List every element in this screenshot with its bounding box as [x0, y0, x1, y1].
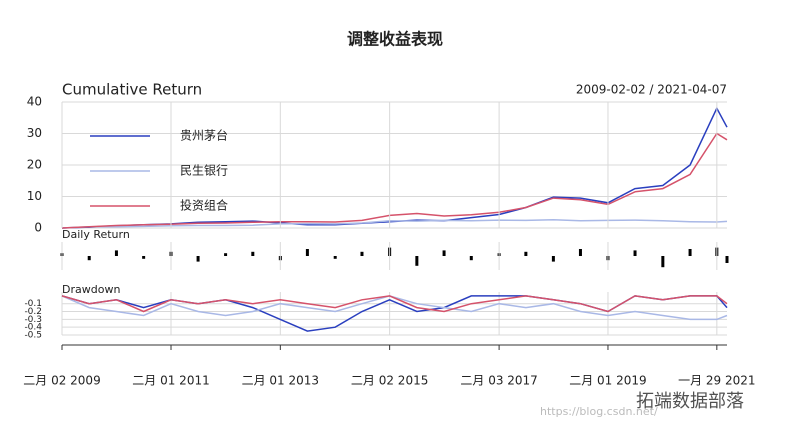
bar — [578, 249, 582, 256]
bar — [633, 250, 637, 256]
x-tick-label: 二月 01 2013 — [242, 374, 319, 388]
legend-label: 投资组合 — [180, 198, 228, 213]
y-tick-label: -0.2 — [24, 307, 42, 317]
bar — [333, 256, 337, 259]
y-tick-label: 0 — [34, 221, 42, 235]
y-tick-label: 40 — [27, 95, 42, 109]
x-tick-label: 二月 02 2009 — [23, 374, 100, 388]
bar — [251, 251, 255, 256]
bar — [114, 250, 118, 256]
y-tick-label: 10 — [27, 189, 42, 203]
panel-title: Cumulative Return — [62, 81, 202, 99]
y-tick-label: 30 — [27, 126, 42, 140]
series-line — [61, 132, 728, 229]
y-tick-label: -0.5 — [24, 331, 42, 341]
y-tick-label: 20 — [27, 158, 42, 172]
bar — [469, 256, 473, 261]
watermark: 拓端数据部落 — [636, 391, 744, 412]
series-line — [61, 295, 728, 321]
x-tick-label: 二月 03 2017 — [460, 374, 537, 388]
bar — [551, 256, 555, 262]
panel-title: Daily Return — [62, 228, 130, 241]
bar — [142, 256, 146, 259]
bar — [688, 249, 692, 256]
bar — [524, 251, 528, 256]
series-line — [61, 106, 728, 229]
x-tick-label: 二月 01 2011 — [132, 374, 209, 388]
bar — [224, 253, 228, 256]
panel-subtitle: 2009-02-02 / 2021-04-07 — [576, 83, 727, 97]
bar — [87, 256, 91, 261]
legend-label: 民生银行 — [180, 164, 228, 178]
series-line — [61, 295, 728, 313]
x-tick-label: 二月 02 2015 — [351, 374, 428, 388]
legend-label: 贵州茅台 — [180, 128, 228, 143]
bar — [360, 251, 364, 256]
watermark-url: https://blog.csdn.net/ — [540, 405, 658, 418]
bar — [442, 250, 446, 256]
page-title: 调整收益表现 — [347, 30, 443, 49]
bar — [725, 256, 729, 263]
bar — [305, 249, 309, 256]
y-tick-label: -0.1 — [24, 299, 42, 309]
x-tick-label: 一月 29 2021 — [678, 374, 755, 388]
bar — [415, 256, 419, 266]
bar — [661, 256, 665, 268]
bar — [196, 256, 200, 262]
x-tick-label: 二月 01 2019 — [569, 374, 646, 388]
series-line — [61, 219, 728, 229]
y-tick-label: -0.3 — [24, 315, 42, 325]
panel-title: Drawdown — [62, 283, 120, 296]
y-tick-label: -0.4 — [24, 323, 42, 333]
